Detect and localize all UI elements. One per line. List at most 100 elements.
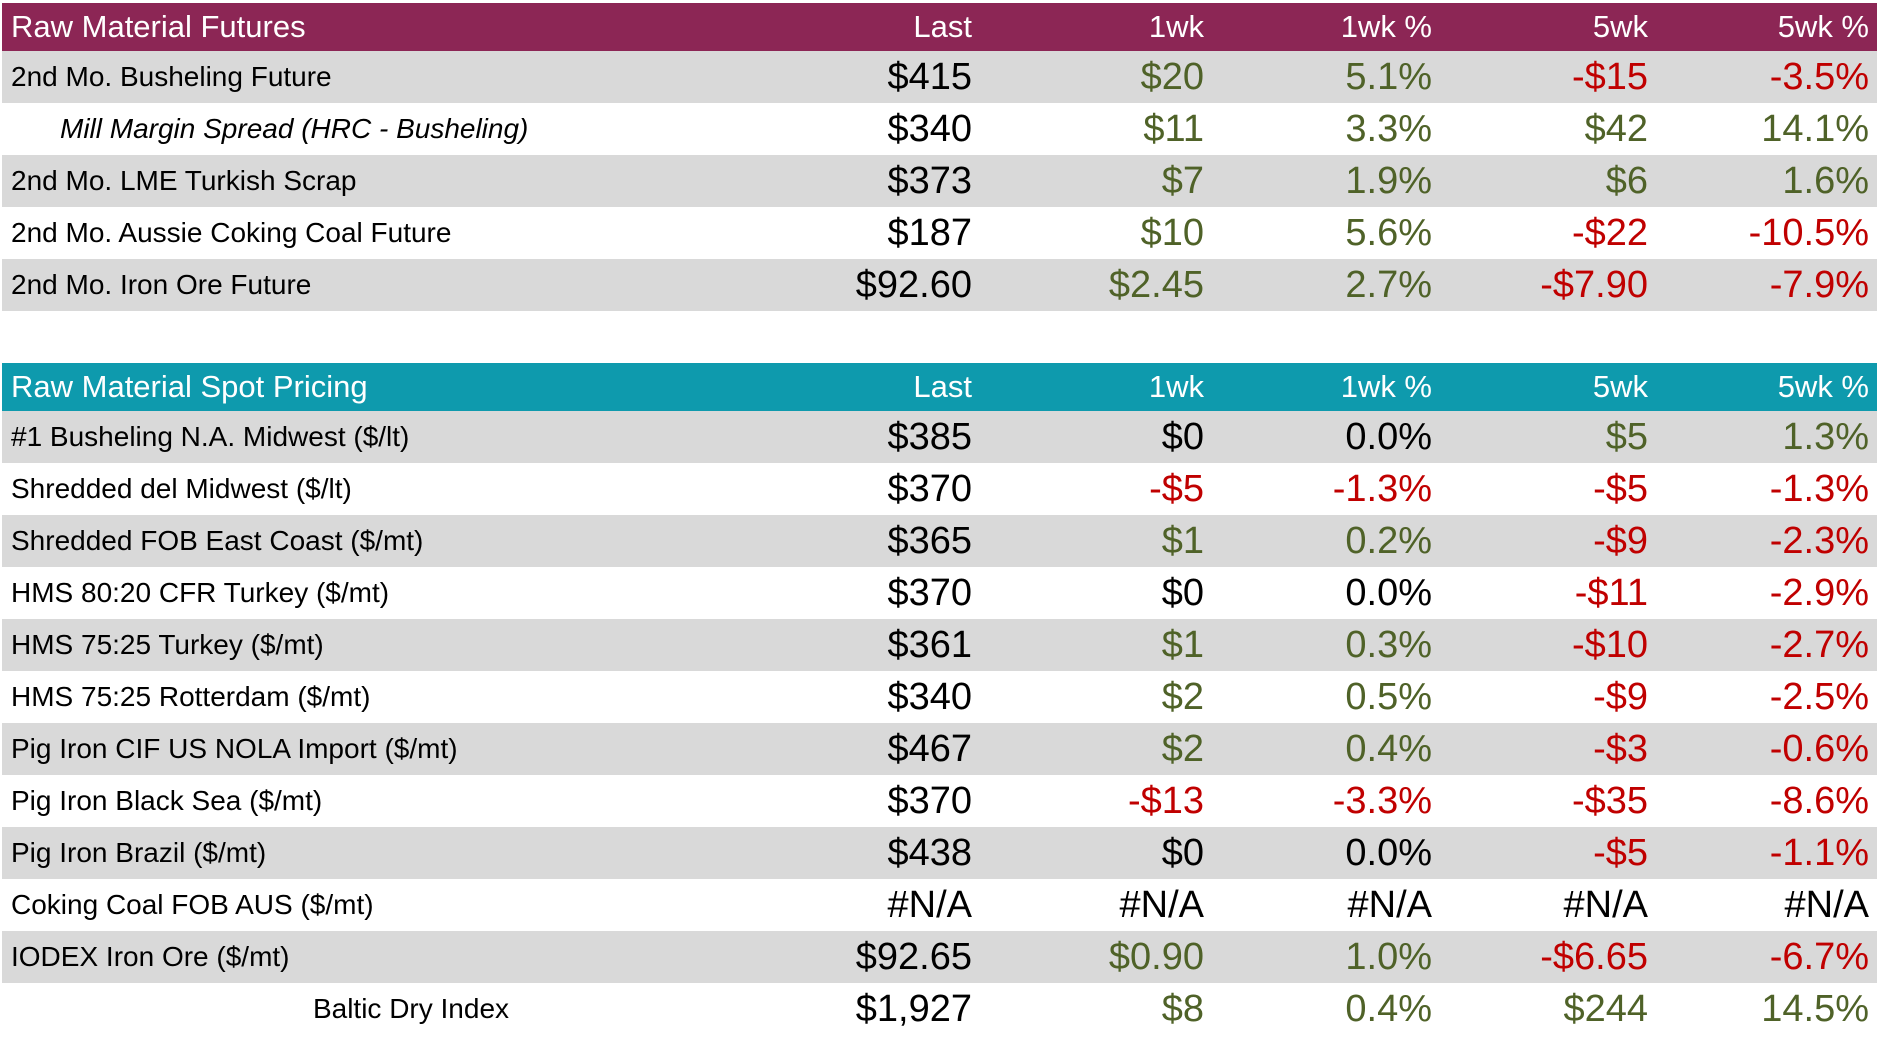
row-label: Mill Margin Spread (HRC - Busheling) (60, 113, 529, 144)
value-cell: 5.1% (1345, 55, 1432, 98)
value-cell: 0.4% (1345, 727, 1432, 770)
value-cell: -0.6% (1769, 727, 1869, 770)
value-cell: $370 (887, 467, 972, 510)
table-row: Pig Iron Black Sea ($/mt) $370 -$13 -3.3% -$… (2, 775, 1877, 827)
value-cell: $11 (1143, 107, 1204, 150)
value-cell: $10 (1140, 211, 1204, 254)
table-row: Pig Iron Brazil ($/mt) $438 $0 0.0% -$5 -1.1% (2, 827, 1877, 879)
value-cell: -$11 (1574, 571, 1648, 614)
value-cell: #N/A (1563, 883, 1648, 926)
table-row: HMS 80:20 CFR Turkey ($/mt) $370 $0 0.0% -$1… (2, 567, 1877, 619)
value-cell: $361 (887, 623, 972, 666)
value-cell: -$13 (1127, 779, 1204, 822)
value-cell: $438 (887, 831, 972, 874)
value-cell: 1.0% (1345, 935, 1432, 978)
table-row: Coking Coal FOB AUS ($/mt) #N/A #N/A #N/A #N… (2, 879, 1877, 931)
value-cell: $0 (1161, 571, 1204, 614)
row-label: Pig Iron CIF US NOLA Import ($/mt) (11, 733, 458, 764)
value-cell: -2.9% (1769, 571, 1869, 614)
spot-table: Raw Material Spot Pricing Last 1wk 1wk %… (2, 363, 1877, 1035)
value-cell: $0 (1161, 415, 1204, 458)
row-label: Pig Iron Black Sea ($/mt) (11, 785, 323, 816)
futures-table-title: Raw Material Futures (11, 9, 306, 44)
value-cell: -$10 (1571, 623, 1648, 666)
value-cell: $187 (887, 211, 972, 254)
value-cell: -$9 (1593, 519, 1648, 562)
value-cell: #N/A (887, 883, 972, 926)
row-label: 2nd Mo. LME Turkish Scrap (11, 165, 357, 196)
table-row: IODEX Iron Ore ($/mt) $92.65 $0.90 1.0% -$6.… (2, 931, 1877, 983)
value-cell: $2.45 (1108, 263, 1204, 306)
value-cell: 5.6% (1345, 211, 1432, 254)
value-cell: 0.0% (1345, 415, 1432, 458)
spot-column-header-1wk: 1wk (1148, 369, 1204, 404)
value-cell: -6.7% (1769, 935, 1869, 978)
value-cell: 0.5% (1345, 675, 1432, 718)
value-cell: $92.65 (855, 935, 972, 978)
row-label: Baltic Dry Index (312, 993, 510, 1024)
row-label: Shredded FOB East Coast ($/mt) (11, 525, 424, 556)
value-cell: -$5 (1149, 467, 1204, 510)
value-cell: -$7.90 (1540, 263, 1648, 306)
value-cell: -3.5% (1769, 55, 1869, 98)
row-label: 2nd Mo. Aussie Coking Coal Future (11, 217, 452, 248)
value-cell: -$35 (1571, 779, 1648, 822)
row-label: Shredded del Midwest ($/lt) (11, 473, 352, 504)
value-cell: $2 (1161, 675, 1204, 718)
table-row: Shredded del Midwest ($/lt) $370 -$5 -1.3% -… (2, 463, 1877, 515)
value-cell: $7 (1161, 159, 1204, 202)
table-row: 2nd Mo. Iron Ore Future $92.60 $2.45 2.7% -$… (2, 259, 1877, 311)
row-label: HMS 80:20 CFR Turkey ($/mt) (11, 577, 390, 608)
spot-header-row: Raw Material Spot Pricing Last 1wk 1wk %… (2, 363, 1877, 411)
table-row: 2nd Mo. Aussie Coking Coal Future $187 $10… (2, 207, 1877, 259)
value-cell: 0.0% (1345, 571, 1432, 614)
value-cell: 0.0% (1345, 831, 1432, 874)
value-cell: $373 (887, 159, 972, 202)
value-cell: 0.4% (1345, 987, 1432, 1030)
row-label: HMS 75:25 Turkey ($/mt) (11, 629, 324, 660)
value-cell: -$6.65 (1540, 935, 1648, 978)
table-row: #1 Busheling N.A. Midwest ($/lt) $385 $0 0.… (2, 411, 1877, 463)
value-cell: 2.7% (1345, 263, 1432, 306)
spot-table-title: Raw Material Spot Pricing (11, 369, 368, 404)
table-row: Baltic Dry Index $1,927 $8 0.4% $244 14.5% (2, 983, 1877, 1035)
value-cell: $0 (1161, 831, 1204, 874)
futures-rows: 2nd Mo. Busheling Future $415 $20 5.1% -$15 -… (2, 51, 1877, 311)
futures-table: Raw Material Futures Last 1wk 1wk % 5wk … (2, 3, 1877, 311)
row-label: 2nd Mo. Busheling Future (11, 61, 332, 92)
futures-header-row: Raw Material Futures Last 1wk 1wk % 5wk … (2, 3, 1877, 51)
value-cell: -10.5% (1748, 211, 1869, 254)
value-cell: $385 (887, 415, 972, 458)
value-cell: $1 (1161, 623, 1204, 666)
value-cell: -1.1% (1769, 831, 1869, 874)
value-cell: $92.60 (855, 263, 972, 306)
value-cell: $2 (1161, 727, 1204, 770)
value-cell: $340 (887, 107, 972, 150)
value-cell: #N/A (1347, 883, 1432, 926)
value-cell: -$9 (1593, 675, 1648, 718)
value-cell: $42 (1584, 107, 1648, 150)
spot-column-header-last: Last (913, 369, 972, 404)
value-cell: #N/A (1784, 883, 1869, 926)
value-cell: $5 (1605, 415, 1648, 458)
table-row: 2nd Mo. Busheling Future $415 $20 5.1% -$15 -… (2, 51, 1877, 103)
futures-column-header-5wk-pct: 5wk % (1777, 9, 1869, 44)
value-cell: $20 (1140, 55, 1204, 98)
value-cell: -2.3% (1769, 519, 1869, 562)
spot-column-header-5wk: 5wk (1592, 369, 1648, 404)
value-cell: 0.3% (1345, 623, 1432, 666)
futures-column-header-1wk: 1wk (1148, 9, 1204, 44)
table-row: Shredded FOB East Coast ($/mt) $365 $1 0.2%… (2, 515, 1877, 567)
value-cell: -2.5% (1769, 675, 1869, 718)
value-cell: 1.9% (1345, 159, 1432, 202)
value-cell: -$22 (1571, 211, 1648, 254)
row-label: 2nd Mo. Iron Ore Future (11, 269, 312, 300)
value-cell: $8 (1161, 987, 1204, 1030)
value-cell: -$5 (1593, 831, 1648, 874)
table-row: 2nd Mo. LME Turkish Scrap $373 $7 1.9% $6 1.6… (2, 155, 1877, 207)
value-cell: $1,927 (855, 987, 972, 1030)
row-label: IODEX Iron Ore ($/mt) (11, 941, 290, 972)
value-cell: -1.3% (1332, 467, 1432, 510)
value-cell: -7.9% (1769, 263, 1869, 306)
